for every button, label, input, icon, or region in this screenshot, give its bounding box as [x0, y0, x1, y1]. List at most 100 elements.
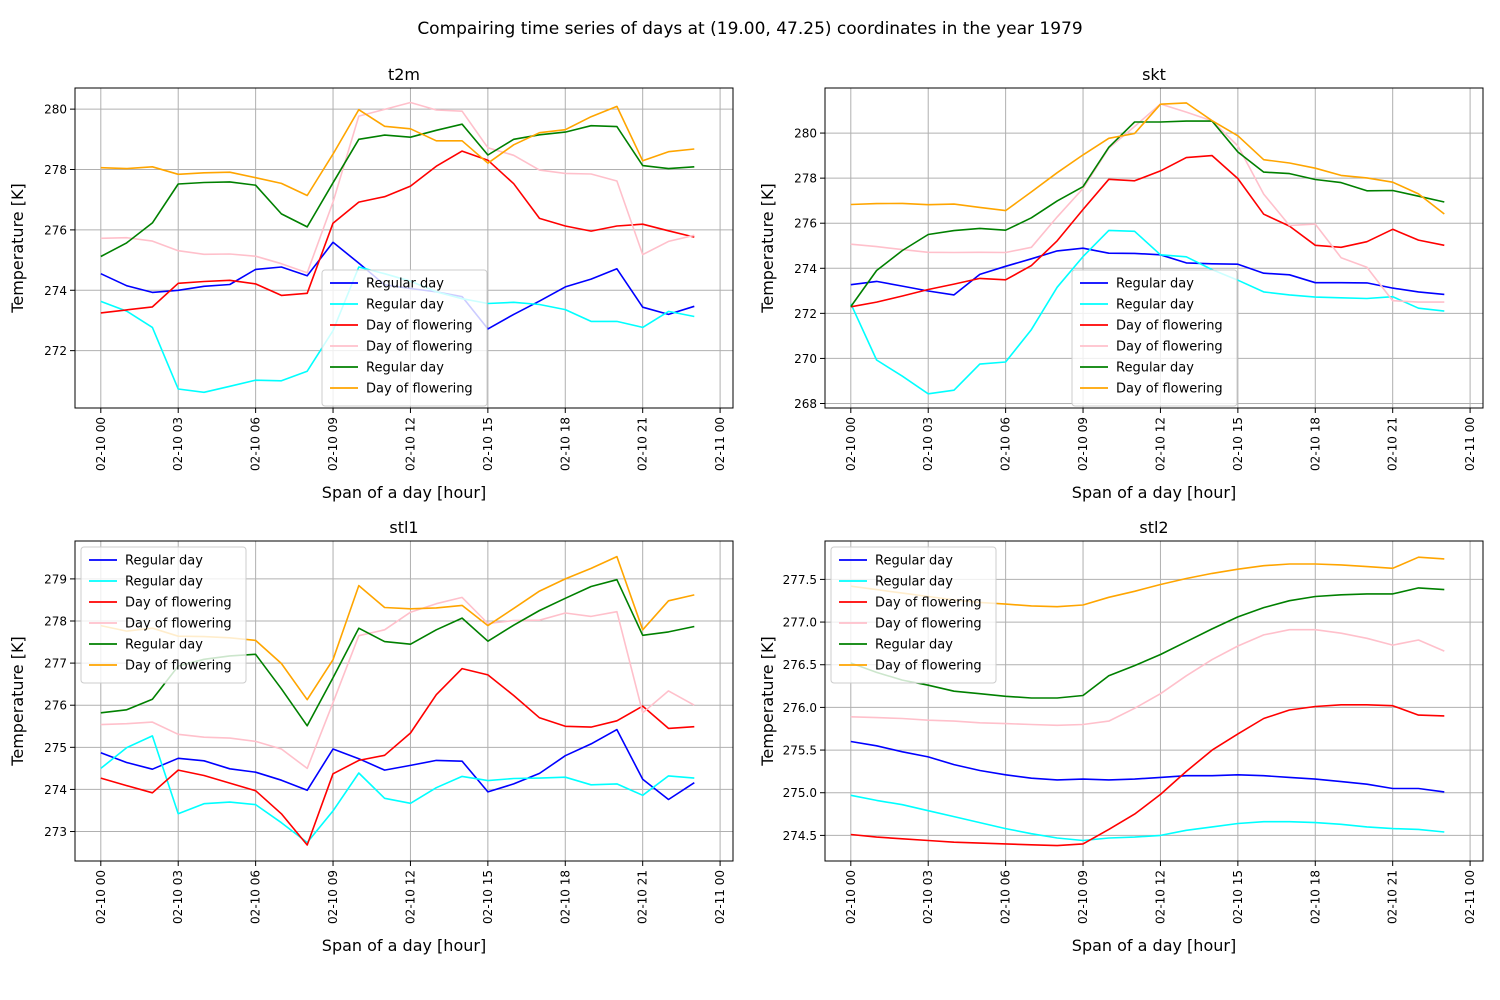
x-tick-label: 02-10 12 [1153, 417, 1167, 471]
series-line [100, 735, 695, 844]
x-tick-label: 02-10 03 [171, 417, 185, 471]
chart-title: stl1 [389, 518, 418, 537]
y-axis-label: Temperature [K] [758, 183, 777, 313]
legend-label: Regular day [875, 554, 953, 569]
x-axis-label: Span of a day [hour] [322, 483, 486, 502]
y-axis-label: Temperature [K] [758, 636, 777, 766]
plot-frame [74, 87, 734, 409]
plot-frame [824, 87, 1484, 409]
y-tick-label: 270 [794, 352, 817, 366]
series-line [100, 150, 695, 314]
x-tick-label: 02-10 18 [1308, 417, 1322, 471]
legend: Regular day Regular day Day of flowering Da… [830, 546, 997, 684]
x-tick-label: 02-10 09 [1076, 870, 1090, 924]
legend-label: Regular day [366, 298, 444, 313]
y-tick-label: 278 [794, 172, 817, 186]
x-tick-label: 02-11 00 [1463, 417, 1477, 471]
x-tick-label: 02-10 00 [94, 870, 108, 924]
y-tick-label: 274.5 [783, 829, 817, 843]
chart-panel-stl1: 02-10 00 02-10 03 02-10 06 02-10 09 02-10 12… [8, 518, 734, 955]
series-line [850, 102, 1445, 215]
figure-title: Compairing time series of days at (19.00… [417, 19, 1082, 39]
legend-label: Day of flowering [125, 596, 232, 611]
x-axis-label: Span of a day [hour] [1072, 483, 1236, 502]
legend-box [321, 269, 488, 407]
legend-label: Day of flowering [125, 617, 232, 632]
series-line [850, 587, 1445, 699]
y-tick-label: 275.5 [783, 744, 817, 758]
chart-panel-stl2: 02-10 00 02-10 03 02-10 06 02-10 09 02-10 12… [758, 518, 1484, 955]
x-tick-label: 02-11 00 [1463, 870, 1477, 924]
plot-frame [824, 540, 1484, 862]
y-tick-label: 276 [794, 217, 817, 231]
legend-label: Regular day [125, 575, 203, 590]
x-tick-label: 02-10 06 [249, 870, 263, 924]
legend-label: Regular day [1116, 298, 1194, 313]
x-tick-label: 02-10 21 [1386, 870, 1400, 924]
legend-label: Regular day [125, 638, 203, 653]
x-tick-label: 02-10 09 [1076, 417, 1090, 471]
chart-title: skt [1142, 65, 1166, 84]
x-tick-label: 02-10 12 [403, 870, 417, 924]
x-tick-label: 02-10 00 [844, 870, 858, 924]
x-tick-label: 02-10 03 [921, 417, 935, 471]
series-line [850, 794, 1445, 842]
legend-label: Regular day [875, 575, 953, 590]
x-tick-label: 02-10 21 [636, 417, 650, 471]
y-tick-label: 279 [44, 572, 67, 586]
y-tick-label: 276.5 [783, 658, 817, 672]
x-tick-label: 02-10 09 [326, 417, 340, 471]
chart-title: stl2 [1139, 518, 1168, 537]
y-tick-label: 275 [44, 741, 67, 755]
y-tick-label: 280 [44, 103, 67, 117]
y-tick-label: 277 [44, 657, 67, 671]
series-line [850, 154, 1445, 308]
legend-label: Day of flowering [125, 659, 232, 674]
legend-label: Day of flowering [875, 659, 982, 674]
series-line [100, 101, 695, 274]
legend-label: Regular day [1116, 277, 1194, 292]
y-tick-label: 276.0 [783, 701, 817, 715]
legend-label: Regular day [366, 277, 444, 292]
y-tick-label: 278 [44, 163, 67, 177]
series-line [850, 120, 1445, 308]
chart-title: t2m [388, 65, 420, 84]
series-line [850, 740, 1445, 793]
x-tick-label: 02-10 15 [481, 870, 495, 924]
x-tick-label: 02-10 00 [94, 417, 108, 471]
x-tick-label: 02-10 15 [481, 417, 495, 471]
x-tick-label: 02-10 03 [171, 870, 185, 924]
x-tick-label: 02-10 21 [636, 870, 650, 924]
series-line [100, 123, 695, 258]
y-tick-label: 280 [794, 127, 817, 141]
legend-label: Day of flowering [1116, 340, 1223, 355]
legend-label: Day of flowering [366, 382, 473, 397]
legend-label: Day of flowering [875, 596, 982, 611]
legend: Regular day Regular day Day of flowering Da… [321, 269, 488, 407]
y-tick-label: 277.0 [783, 616, 817, 630]
x-tick-label: 02-10 18 [1308, 870, 1322, 924]
legend: Regular day Regular day Day of flowering Da… [80, 546, 247, 684]
legend-label: Regular day [125, 554, 203, 569]
y-tick-label: 272 [44, 344, 67, 358]
series-line [850, 703, 1445, 847]
x-axis-label: Span of a day [hour] [1072, 936, 1236, 955]
y-tick-label: 274 [44, 783, 67, 797]
series-line [850, 229, 1445, 395]
legend-label: Day of flowering [875, 617, 982, 632]
x-tick-label: 02-10 09 [326, 870, 340, 924]
x-tick-label: 02-10 03 [921, 870, 935, 924]
series-line [850, 103, 1445, 303]
legend-label: Regular day [875, 638, 953, 653]
x-tick-label: 02-10 15 [1231, 417, 1245, 471]
y-axis-label: Temperature [K] [8, 183, 27, 313]
legend-label: Regular day [1116, 361, 1194, 376]
y-tick-label: 273 [44, 825, 67, 839]
legend-box [1071, 269, 1238, 407]
series-line [100, 728, 695, 801]
y-tick-label: 274 [794, 262, 817, 276]
series-line [850, 628, 1445, 727]
x-tick-label: 02-11 00 [713, 417, 727, 471]
